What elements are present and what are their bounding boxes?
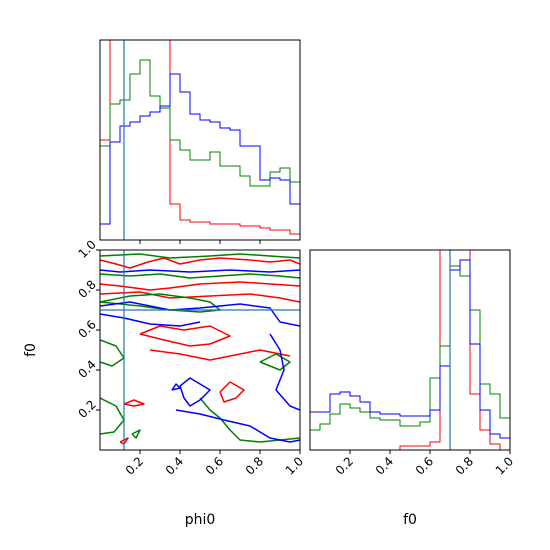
contour-ytick-label: 0.4 [75,357,98,380]
hist-f0-red-line [310,250,510,450]
contour-red-line [123,399,145,407]
contour-ytick-label: 0.6 [75,317,98,340]
contour-blue-line [100,301,300,327]
histogram-phi0-frame [99,39,301,241]
contour-red-line [100,281,300,291]
hist-f0-xtick-label: 0.6 [413,454,436,477]
hist-phi0-red-line [100,40,300,235]
contour-red-line [100,257,300,269]
contour-blue-line [269,333,300,411]
contour-xtick-label: 0.8 [243,454,266,477]
histogram-f0-panel: 0.2 0.4 0.6 0.8 1.0 [309,249,516,478]
hist-phi0-blue-line [100,73,300,225]
hist-f0-xtick-label: 1.0 [493,454,516,477]
contour-red-line [100,291,300,303]
contour-phi0-f0-panel: 0.2 0.4 0.6 0.8 1.0 0.2 0.4 0.6 0.8 1.0 [75,237,306,477]
contour-xtick-label: 0.4 [163,454,186,477]
histogram-f0-series [310,250,510,450]
contour-green-line [199,397,300,443]
contour-ytick-label: 0.8 [75,277,98,300]
hist-phi0-green-line [100,59,300,187]
contour-green-line [100,339,125,367]
histogram-phi0-series [100,40,300,240]
contour-xtick-label: 0.2 [123,454,146,477]
contour-blue-line [175,409,300,443]
contour-green-line [259,353,291,371]
xlabel-phi0: phi0 [185,512,216,528]
contour-blue-line [179,377,211,407]
contour-green-line [100,397,125,435]
contour-frame [99,249,301,451]
contour-ytick-label: 0.2 [75,397,98,420]
hist-f0-blue-line [310,259,510,439]
ylabel-f0: f0 [23,343,39,357]
histogram-f0-frame [309,249,511,451]
hist-f0-xtick-label: 0.8 [453,454,476,477]
contour-xtick-label: 1.0 [283,454,306,477]
contour-green-line [131,429,141,439]
contour-xtick-label: 0.6 [203,454,226,477]
histogram-phi0-panel [99,39,301,244]
hist-f0-xtick-label: 0.4 [373,454,396,477]
contour-red-line [219,381,245,403]
contour-red-line [149,349,291,361]
contour-green-line [100,253,300,259]
contour-lines [100,250,300,450]
hist-f0-xtick-label: 0.2 [333,454,356,477]
contour-red-line [139,325,231,347]
hist-f0-green-line [310,265,510,431]
contour-blue-line [100,313,201,327]
contour-ytick-label: 1.0 [75,237,98,260]
contour-green-line [100,273,300,279]
contour-blue-line [100,269,300,273]
contour-blue-line [171,383,181,391]
xlabel-f0: f0 [403,512,417,528]
